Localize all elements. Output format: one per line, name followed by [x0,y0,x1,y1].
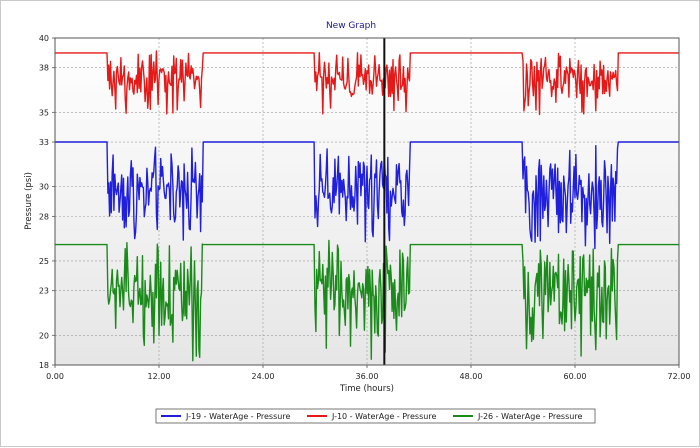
legend-label: J-26 - WaterAge - Pressure [477,412,582,421]
x-tick-label: 60.00 [564,372,587,381]
y-axis-label: Pressure (psi) [24,172,34,230]
y-tick-label: 18 [39,361,49,370]
ticks: 0.00 12.00 24.00 36.00 48.00 60.00 72.00 18 20 23… [39,34,691,381]
series-line [55,239,679,362]
legend-label: J-19 - WaterAge - Pressure [185,412,290,421]
y-tick-label: 30 [39,183,49,192]
chart-title: New Graph [326,21,376,31]
x-tick-label: 12.00 [148,372,171,381]
y-tick-label: 33 [39,138,49,147]
y-tick-label: 28 [39,212,49,221]
legend-box [155,408,596,424]
y-tick-label: 23 [39,287,49,296]
x-tick-label: 36.00 [356,372,379,381]
y-tick-label: 40 [39,34,49,43]
y-tick-label: 25 [39,257,49,266]
x-axis-label: Time (hours) [339,384,394,394]
x-tick-label: 72.00 [668,372,691,381]
legend: J-19 - WaterAge - Pressure J-10 - WaterAg… [155,408,596,424]
x-tick-label: 0.00 [46,372,64,381]
y-tick-label: 35 [39,108,49,117]
series-lines [55,50,679,362]
series-line [55,50,679,116]
legend-label: J-10 - WaterAge - Pressure [331,412,436,421]
series-line [55,141,679,250]
y-tick-label: 20 [39,331,49,340]
x-tick-label: 24.00 [252,372,275,381]
y-tick-label: 38 [39,64,49,73]
x-tick-label: 48.00 [460,372,483,381]
